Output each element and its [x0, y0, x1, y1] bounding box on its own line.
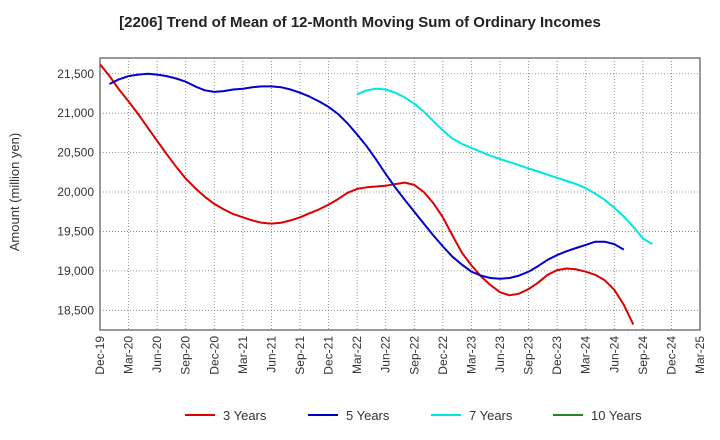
- y-tick-label: 20,500: [57, 146, 94, 160]
- x-tick-label: Mar-23: [464, 336, 478, 374]
- x-tick-label: Jun-23: [493, 336, 507, 373]
- x-tick-label: Jun-24: [607, 336, 621, 373]
- x-tick-label: Dec-19: [93, 336, 107, 375]
- x-tick-label: Sep-22: [407, 336, 421, 375]
- series-line-5-years: [109, 72, 625, 280]
- x-tick-label: Mar-24: [579, 336, 593, 374]
- x-tick-label: Dec-23: [550, 336, 564, 375]
- chart-title: [2206] Trend of Mean of 12-Month Moving …: [119, 14, 601, 31]
- x-tick-label: Sep-20: [179, 336, 193, 375]
- x-tick-label: Dec-24: [664, 336, 678, 375]
- legend-label: 7 Years: [469, 408, 513, 423]
- series-line-3-years: [99, 63, 635, 325]
- x-tick-label: Mar-20: [122, 336, 136, 374]
- y-axis-ticks: 18,500 19,000 19,500 20,000 20,500 21,000 21,5…: [57, 67, 94, 318]
- x-tick-label: Jun-21: [264, 336, 278, 373]
- x-tick-label: Sep-23: [522, 336, 536, 375]
- x-tick-label: Dec-21: [322, 336, 336, 375]
- legend-label: 10 Years: [591, 408, 642, 423]
- x-tick-label: Dec-22: [436, 336, 450, 375]
- x-tick-label: Jun-20: [150, 336, 164, 373]
- x-tick-label: Mar-22: [350, 336, 364, 374]
- y-tick-label: 18,500: [57, 303, 94, 317]
- legend: 3 Years 5 Years 7 Years 10 Years: [185, 408, 642, 423]
- x-tick-label: Dec-20: [207, 336, 221, 375]
- x-axis-ticks: Dec-19 Mar-20 Jun-20 Sep-20 Dec-20 Mar-21 Jun-…: [93, 336, 707, 375]
- x-tick-label: Mar-25: [693, 336, 707, 374]
- y-axis-title: Amount (million yen): [7, 133, 22, 252]
- x-tick-label: Sep-21: [293, 336, 307, 375]
- y-tick-label: 19,000: [57, 264, 94, 278]
- legend-label: 5 Years: [346, 408, 390, 423]
- x-tick-label: Mar-21: [236, 336, 250, 374]
- x-tick-label: Sep-24: [636, 336, 650, 375]
- y-tick-label: 20,000: [57, 185, 94, 199]
- legend-label: 3 Years: [223, 408, 267, 423]
- series-line-7-years: [356, 87, 653, 245]
- y-tick-label: 21,500: [57, 67, 94, 81]
- y-tick-label: 21,000: [57, 106, 94, 120]
- y-tick-label: 19,500: [57, 224, 94, 238]
- series-lines: [99, 63, 653, 325]
- x-tick-label: Jun-22: [379, 336, 393, 373]
